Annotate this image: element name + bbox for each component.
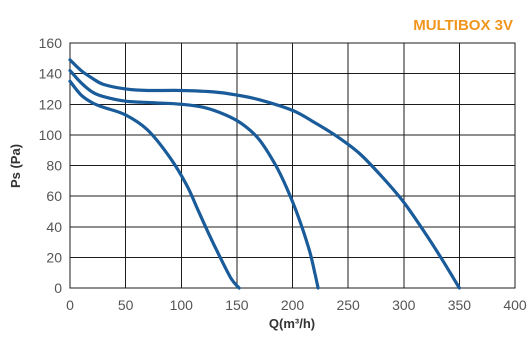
y-tick-label: 40 <box>46 219 62 235</box>
tick-labels: 0 50 100 150 200 250 300 350 400 0 20 40 60 80 100 120 1… <box>39 35 527 313</box>
x-tick-label: 300 <box>392 297 416 313</box>
y-tick-label: 60 <box>46 188 62 204</box>
x-tick-label: 250 <box>336 297 360 313</box>
chart-title: MULTIBOX 3V <box>413 17 513 34</box>
x-tick-label: 150 <box>225 297 249 313</box>
x-tick-label: 50 <box>118 297 134 313</box>
x-axis-label: Q(m³/h) <box>269 316 315 331</box>
fan-curve-line-2 <box>68 68 320 290</box>
x-tick-label: 100 <box>170 297 194 313</box>
grid <box>69 42 516 289</box>
y-tick-label: 120 <box>39 96 63 112</box>
y-tick-label: 160 <box>39 35 63 51</box>
x-tick-label: 400 <box>503 297 527 313</box>
curves <box>68 58 461 290</box>
y-tick-label: 20 <box>46 249 62 265</box>
fan-curve-line-3 <box>68 58 461 290</box>
y-axis-label: Ps (Pa) <box>8 144 23 188</box>
plot-frame <box>69 42 516 289</box>
y-tick-label: 140 <box>39 66 63 82</box>
y-tick-label: 0 <box>54 280 62 296</box>
x-tick-label: 200 <box>281 297 305 313</box>
fan-curve-line-1 <box>68 79 241 290</box>
y-tick-label: 80 <box>46 158 62 174</box>
y-tick-label: 100 <box>39 127 63 143</box>
x-tick-label: 350 <box>448 297 472 313</box>
x-tick-label: 0 <box>66 297 74 313</box>
